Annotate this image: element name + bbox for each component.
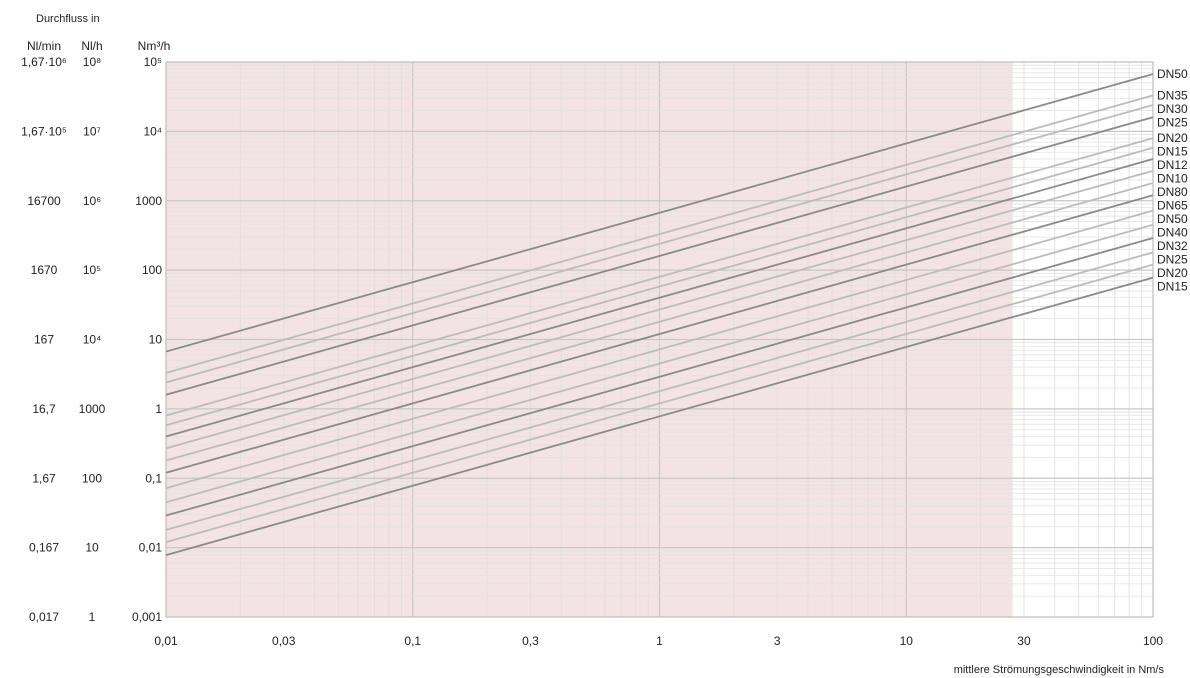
y-tick-label: 10	[85, 541, 99, 555]
series-line-dn65	[165, 194, 1154, 474]
series-line-dn15	[165, 276, 1154, 556]
series-line-dn10	[165, 169, 1154, 450]
series-label-dn12: DN12	[1157, 158, 1188, 172]
y-tick-label: 0,001	[132, 610, 162, 624]
series-line-dn50	[165, 209, 1154, 490]
y-tick-label: 16700	[27, 194, 61, 208]
x-tick-label: 30	[1017, 634, 1031, 648]
y-axis-unit: Nl/h	[81, 39, 102, 53]
series-line-dn20	[165, 263, 1154, 543]
y-tick-label: 0,01	[139, 541, 163, 555]
series-line-dn25	[165, 116, 1154, 396]
y-tick-label: 1,67·10⁶	[21, 55, 67, 69]
y-tick-label: 10⁵	[144, 55, 162, 69]
y-tick-label: 0,017	[29, 610, 59, 624]
series-line-dn32	[165, 237, 1154, 517]
series-line-dn12	[165, 158, 1154, 438]
y-axis-unit: Nl/min	[27, 39, 61, 53]
series-label-dn10: DN10	[1157, 172, 1188, 186]
series-lines	[165, 73, 1154, 556]
series-label-dn80: DN80	[1157, 185, 1188, 199]
y-tick-label: 16,7	[32, 402, 56, 416]
y-tick-label: 1,67	[32, 471, 56, 485]
series-label-dn32: DN32	[1157, 239, 1188, 253]
y-tick-label: 10⁶	[83, 194, 101, 208]
series-label-dn15: DN15	[1157, 145, 1188, 159]
y-tick-label: 10⁷	[83, 124, 101, 138]
y-tick-label: 10⁴	[83, 333, 102, 347]
plot-frame	[165, 61, 1154, 618]
y-tick-label: 1670	[31, 263, 58, 277]
y-tick-label: 10⁴	[143, 124, 162, 138]
series-line-dn50	[165, 73, 1154, 353]
x-axis: 0,01 0,03 0,1 0,3 1 3 10 30 100	[154, 634, 1163, 648]
series-line-dn15	[165, 146, 1154, 427]
series-line-dn30	[165, 104, 1154, 384]
series-line-dn20	[165, 137, 1154, 417]
series-label-dn20: DN20	[1157, 131, 1188, 145]
y-tick-label: 167	[34, 333, 54, 347]
y-axes: Nl/min 1,67·10⁶ 1,67·10⁵ 16700 1670 167 16,7 1,…	[21, 39, 170, 624]
y-tick-label: 100	[82, 471, 102, 485]
y-axis-header: Durchfluss in	[36, 13, 100, 25]
series-label-dn65: DN65	[1157, 199, 1188, 213]
series-label-dn25: DN25	[1157, 115, 1188, 129]
series-label-dn50: DN50	[1157, 67, 1188, 81]
y-tick-label: 100	[142, 263, 162, 277]
y-tick-label: 10	[149, 333, 163, 347]
x-tick-label: 0,01	[154, 634, 178, 648]
series-label-dn50: DN50	[1157, 212, 1188, 226]
series-label-dn15: DN15	[1157, 280, 1188, 294]
series-line-dn80	[165, 182, 1154, 462]
series-label-dn35: DN35	[1157, 88, 1188, 102]
series-labels: DN50DN35DN30DN25DN20DN15DN12DN10DN80DN65…	[1157, 67, 1188, 294]
series-label-dn40: DN40	[1157, 226, 1188, 240]
x-tick-label: 0,3	[522, 634, 539, 648]
y-tick-label: 1000	[135, 194, 162, 208]
x-tick-label: 0,1	[404, 634, 421, 648]
x-tick-label: 0,03	[272, 634, 296, 648]
y-axis-unit: Nm³/h	[138, 39, 171, 53]
y-tick-label: 1000	[79, 402, 106, 416]
series-line-dn35	[165, 94, 1154, 374]
y-tick-label: 1	[89, 610, 96, 624]
series-line-dn25	[165, 251, 1154, 531]
x-axis-title: mittlere Strömungsgeschwindigkeit in Nm/…	[954, 664, 1165, 676]
x-tick-label: 1	[656, 634, 663, 648]
y-tick-label: 1,67·10⁵	[21, 124, 67, 138]
grid	[165, 61, 1154, 618]
y-tick-label: 1	[155, 402, 162, 416]
x-tick-label: 100	[1143, 634, 1163, 648]
x-tick-label: 10	[900, 634, 914, 648]
series-label-dn20: DN20	[1157, 266, 1188, 280]
y-tick-label: 0,167	[29, 541, 59, 555]
y-tick-label: 10⁵	[83, 263, 101, 277]
y-tick-label: 0,1	[145, 471, 162, 485]
series-label-dn25: DN25	[1157, 253, 1188, 267]
x-tick-label: 3	[774, 634, 781, 648]
series-line-dn40	[165, 223, 1154, 504]
series-label-dn30: DN30	[1157, 102, 1188, 116]
y-tick-label: 10⁸	[83, 55, 101, 69]
